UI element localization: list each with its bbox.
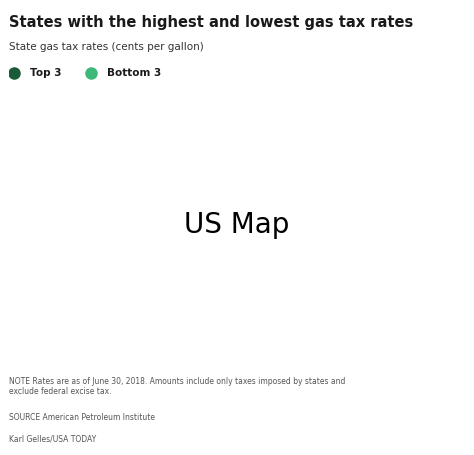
Text: States with the highest and lowest gas tax rates: States with the highest and lowest gas t… xyxy=(9,15,414,30)
Text: SOURCE American Petroleum Institute: SOURCE American Petroleum Institute xyxy=(9,413,155,422)
Text: Bottom 3: Bottom 3 xyxy=(107,68,162,78)
Text: NOTE Rates are as of June 30, 2018. Amounts include only taxes imposed by states: NOTE Rates are as of June 30, 2018. Amou… xyxy=(9,377,346,396)
Text: US Map: US Map xyxy=(184,211,290,239)
Text: State gas tax rates (cents per gallon): State gas tax rates (cents per gallon) xyxy=(9,42,204,52)
Text: Karl Gelles/USA TODAY: Karl Gelles/USA TODAY xyxy=(9,435,97,444)
Text: Top 3: Top 3 xyxy=(30,68,62,78)
